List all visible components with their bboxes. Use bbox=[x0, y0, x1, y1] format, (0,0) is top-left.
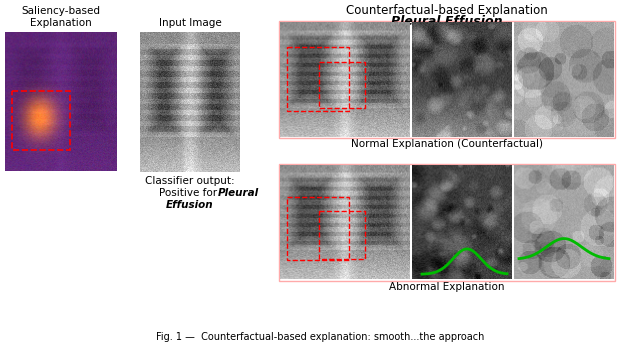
Text: Saliency-based
Explanation: Saliency-based Explanation bbox=[22, 6, 100, 28]
Text: Counterfactual-based Explanation: Counterfactual-based Explanation bbox=[346, 4, 548, 17]
Bar bbox=[12, 91, 70, 150]
Text: Fig. 1 —  Counterfactual-based explanation: smooth...the approach: Fig. 1 — Counterfactual-based explanatio… bbox=[156, 332, 484, 342]
Text: Effusion: Effusion bbox=[166, 200, 214, 210]
Text: Input Image: Input Image bbox=[159, 18, 221, 28]
Bar bbox=[319, 62, 365, 108]
Bar bbox=[319, 211, 365, 259]
Bar bbox=[279, 164, 615, 281]
Bar bbox=[287, 47, 349, 111]
Text: Pleural Effusion: Pleural Effusion bbox=[391, 15, 503, 28]
Text: Normal Explanation (Counterfactual): Normal Explanation (Counterfactual) bbox=[351, 139, 543, 149]
Text: Abnormal Explanation: Abnormal Explanation bbox=[389, 282, 505, 292]
Text: Pleural: Pleural bbox=[218, 188, 259, 198]
Bar bbox=[279, 21, 615, 138]
Text: Classifier output:: Classifier output: bbox=[145, 176, 235, 186]
Text: Positive for: Positive for bbox=[159, 188, 221, 198]
Bar bbox=[287, 197, 349, 261]
